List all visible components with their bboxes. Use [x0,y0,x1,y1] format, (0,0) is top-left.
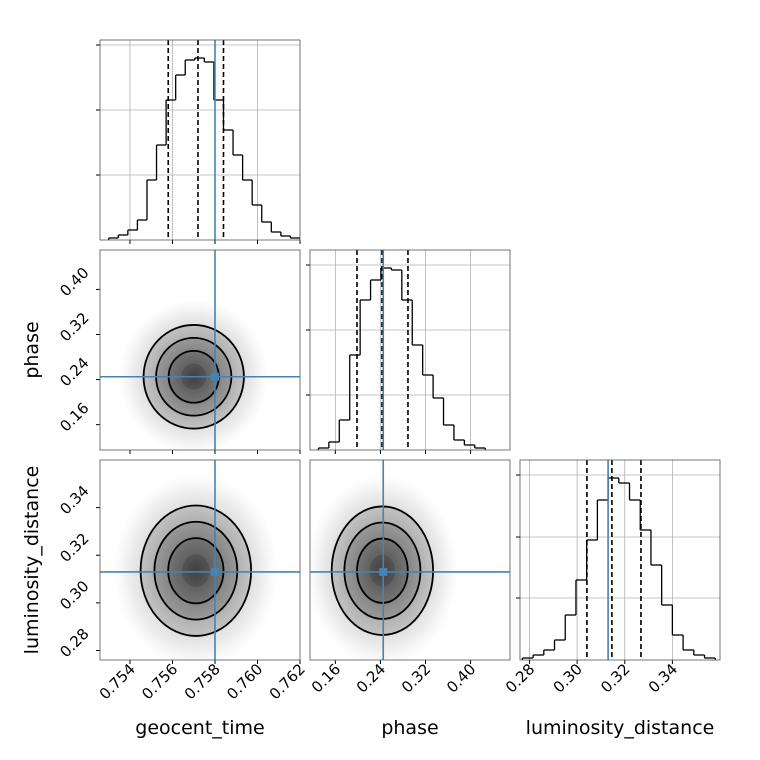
axes-frame [99,249,301,451]
x-tick-label: 0.32 [597,660,633,696]
truth-marker [210,372,219,381]
y-tick-label: 0.24 [56,354,92,390]
x-axis-title: geocent_time [135,717,264,739]
x-tick-label: 0.754 [96,660,139,703]
y-axis-title: phase [21,321,43,378]
panel [310,460,510,660]
x-tick-label: 0.760 [223,660,266,703]
x-tick-label: 0.24 [353,660,389,696]
x-axis-title: luminosity_distance [526,717,715,739]
panel [100,460,300,660]
axes-frame [519,459,721,661]
contour [153,520,239,621]
truth-marker [210,567,219,576]
x-tick-label: 0.30 [550,660,586,696]
x-tick-label: 0.762 [266,660,309,703]
panel [310,250,510,450]
axes-frame [99,459,301,661]
contour [182,554,210,588]
contour [167,537,225,605]
x-tick-label: 0.34 [645,660,681,696]
contour [139,504,253,637]
x-tick-label: 0.758 [181,660,224,703]
truth-marker [379,567,388,576]
axes-frame [309,459,511,661]
y-tick-label: 0.16 [56,399,92,435]
panel [100,40,300,240]
axes-frame [309,249,511,451]
panel [100,250,300,450]
y-tick-label: 0.40 [56,264,92,300]
x-tick-label: 0.756 [138,660,181,703]
y-tick-label: 0.32 [56,530,92,566]
y-tick-label: 0.28 [56,625,92,661]
y-tick-label: 0.34 [56,482,92,518]
axes-frame [99,39,301,241]
x-tick-label: 0.28 [502,660,538,696]
y-tick-label: 0.32 [56,309,92,345]
x-tick-label: 0.16 [308,660,344,696]
x-tick-label: 0.32 [398,660,434,696]
panel [520,460,720,660]
y-tick-label: 0.30 [56,577,92,613]
x-axis-title: phase [381,717,438,739]
x-tick-label: 0.40 [443,660,479,696]
sample-cloud [310,474,459,660]
y-axis-title: luminosity_distance [21,466,43,655]
